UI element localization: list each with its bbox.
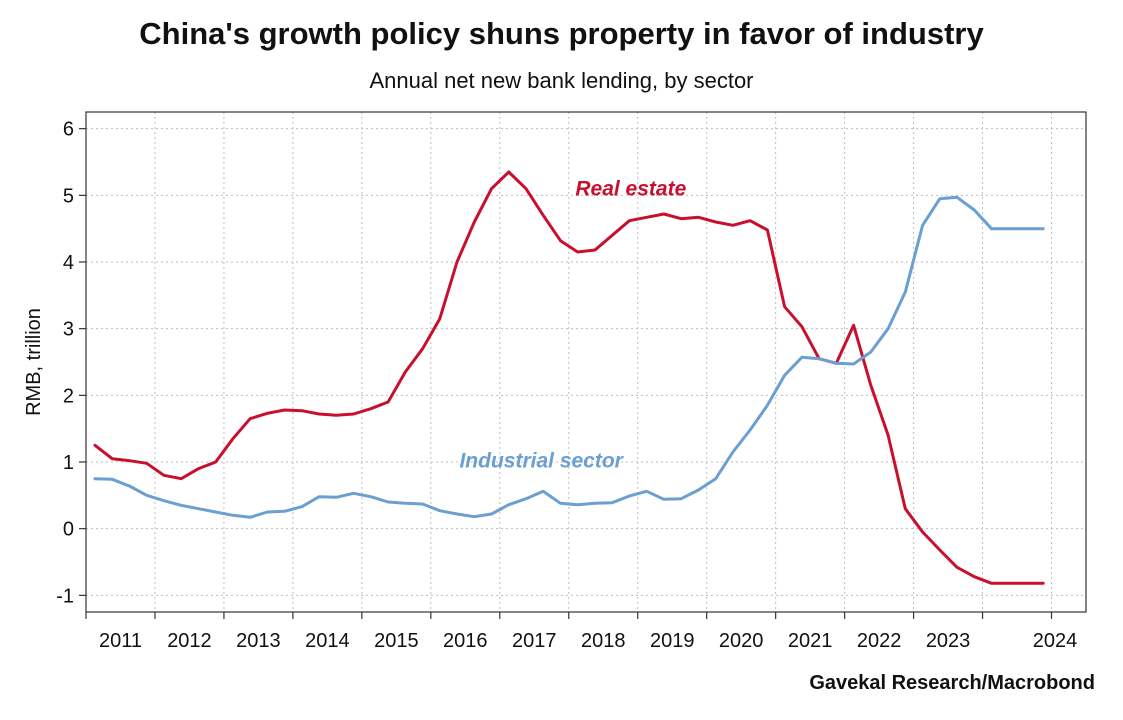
source-credit: Gavekal Research/Macrobond (809, 672, 1095, 694)
chart-title: China's growth policy shuns property in … (139, 16, 984, 51)
y-tick-label: -1 (56, 585, 74, 607)
x-tick-label: 2011 (99, 630, 142, 652)
grid-lines (86, 112, 1086, 612)
x-tick-label: 2024 (1033, 630, 1078, 652)
y-axis-label: RMB, trillion (23, 308, 45, 416)
series-line-real-estate (93, 170, 1045, 585)
x-tick-label: 2018 (581, 630, 626, 652)
x-tick-label: 2017 (512, 630, 557, 652)
y-tick-label: 3 (63, 319, 74, 341)
x-tick-label: 2020 (719, 630, 764, 652)
x-tick-label: 2019 (650, 630, 695, 652)
series-lines (93, 170, 1045, 585)
chart-subtitle: Annual net new bank lending, by sector (369, 68, 754, 93)
y-tick-label: 4 (63, 252, 74, 274)
y-axis: -1 0 1 2 3 4 5 6 (56, 119, 86, 607)
y-tick-label: 0 (63, 519, 74, 541)
series-label-industrial: Industrial sector (459, 449, 624, 472)
x-tick-label: 2022 (857, 630, 902, 652)
y-tick-label: 1 (63, 452, 74, 474)
x-tick-label: 2023 (926, 630, 971, 652)
series-line-industrial (93, 195, 1045, 519)
x-tick-label: 2015 (374, 630, 419, 652)
x-axis: 2011 2012 2013 2014 2015 2016 2017 2018 2019 2020… (85, 612, 1078, 652)
y-tick-label: 5 (63, 185, 74, 207)
x-tick-label: 2016 (443, 630, 488, 652)
x-tick-label: 2013 (236, 630, 281, 652)
x-tick-label: 2012 (167, 630, 212, 652)
plot-frame (85, 111, 1087, 613)
y-tick-label: 6 (63, 119, 74, 141)
series-labels: Real estate Industrial sector (459, 177, 686, 472)
series-label-real-estate: Real estate (575, 177, 686, 200)
x-tick-label: 2014 (305, 630, 350, 652)
y-tick-label: 2 (63, 385, 74, 407)
x-tick-label: 2021 (788, 630, 833, 652)
